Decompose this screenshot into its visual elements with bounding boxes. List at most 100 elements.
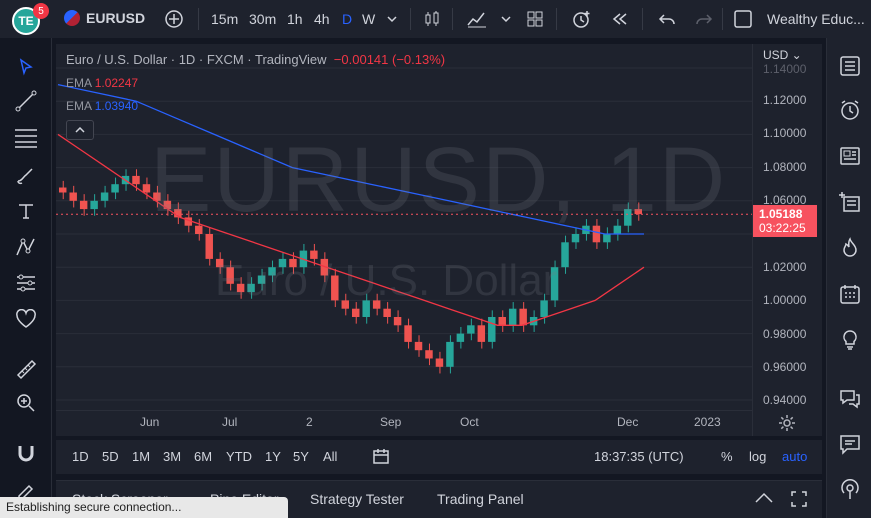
logo-text: TE [18,14,34,28]
alert-clock-icon[interactable] [570,0,592,38]
layout-select-checkbox-icon[interactable] [733,0,753,38]
chart-settings-gear-icon[interactable] [778,414,796,435]
time-tick: Oct [460,415,479,429]
range-3m[interactable]: 3M [163,449,182,464]
text-tool-icon[interactable] [13,198,39,224]
ideas-lightbulb-icon[interactable] [836,326,864,354]
legend-collapse-button[interactable] [66,120,94,140]
utc-clock[interactable]: 18:37:35 (UTC) [594,449,684,464]
watchlist-icon[interactable] [836,52,864,80]
chats-icon[interactable] [836,384,864,412]
candle [393,317,402,326]
candle [425,350,433,359]
time-tick: Jul [222,415,238,429]
range-1d[interactable]: 1D [72,449,89,464]
candle [195,225,203,234]
top-toolbar: TE 5 EURUSD 15m 30m 1h 4h D W [0,0,871,38]
redo-icon[interactable] [694,0,714,38]
range-6m[interactable]: 6M [194,449,213,464]
range-5y[interactable]: 5Y [293,449,309,464]
undo-icon[interactable] [657,0,677,38]
layout-name[interactable]: Wealthy Educ... [767,11,865,27]
symbol-search-button[interactable]: EURUSD [64,10,145,26]
time-tick: 2 [306,415,313,429]
ema-slow-legend[interactable]: EMA 1.03940 [66,99,138,113]
legend-title: Euro / U.S. Dollar · 1D · FXCM · Trading… [66,52,327,67]
candles-chart-type-icon[interactable] [422,0,442,38]
ruler-icon[interactable] [13,356,39,382]
interval-4h[interactable]: 4h [314,11,330,27]
price-tick: 1.10000 [763,126,807,140]
add-list-icon[interactable] [836,188,864,216]
candle [561,242,569,268]
candle [278,258,287,268]
interval-w[interactable]: W [362,11,376,27]
currency-flag-icon [64,10,80,26]
candle [571,234,580,243]
brush-icon[interactable] [13,162,39,188]
candle [508,308,517,326]
news-icon[interactable] [836,142,864,170]
candle [362,300,370,317]
interval-30m[interactable]: 30m [249,11,277,27]
maximize-panel-icon[interactable] [790,490,808,511]
forecast-tool-icon[interactable] [13,270,39,296]
tab-trading-panel[interactable]: Trading Panel [437,491,524,507]
price-tick: 0.94000 [763,393,807,407]
price-chart [56,67,752,401]
heart-icon[interactable] [13,306,39,332]
go-to-date-icon[interactable] [372,448,390,469]
price-scale[interactable]: USD ⌄ 1.14000 1.12000 1.10000 1.08000 1.… [752,44,822,436]
candle [215,258,224,268]
help-signal-icon[interactable] [836,476,864,504]
candle [320,258,329,276]
candle [404,325,412,342]
candle [498,317,506,326]
range-5d[interactable]: 5D [102,449,119,464]
range-all[interactable]: All [323,449,338,464]
fib-retracement-icon[interactable] [13,124,39,150]
candle [132,175,140,185]
indicators-chevron-icon[interactable] [500,0,512,38]
interval-d[interactable]: D [342,11,353,27]
auto-scale-toggle[interactable]: auto [782,449,808,464]
range-1m[interactable]: 1M [132,449,151,464]
messages-icon[interactable] [836,430,864,458]
panel-collapse-chevron-up-icon[interactable] [754,491,774,508]
candle [174,209,182,218]
candle [341,300,349,309]
range-ytd[interactable]: YTD [226,449,252,464]
chevron-up-icon [75,126,85,133]
hotlists-flame-icon[interactable] [836,234,864,262]
price-tick: 1.00000 [763,293,807,307]
log-scale-toggle[interactable]: log [749,449,767,464]
pattern-tool-icon[interactable] [13,234,39,260]
candle [613,225,622,234]
alarm-clock-icon[interactable] [836,96,864,124]
price-tick: 0.96000 [763,360,807,374]
time-axis[interactable]: Jun Jul 2 Sep Oct Dec 2023 [56,410,752,436]
candle [236,283,245,293]
ema-fast-legend[interactable]: EMA 1.02247 [66,76,138,90]
range-1y[interactable]: 1Y [265,449,281,464]
indicators-icon[interactable] [466,0,488,38]
trend-line-icon[interactable] [13,88,39,114]
candle [467,325,475,334]
interval-15m[interactable]: 15m [211,11,239,27]
chart-pane[interactable] [56,44,822,436]
replay-rewind-icon[interactable] [610,0,630,38]
compare-add-button[interactable] [164,0,184,38]
interval-1h[interactable]: 1h [287,11,303,27]
percent-scale-toggle[interactable]: % [721,449,733,464]
zoom-in-icon[interactable] [13,390,39,416]
calendar-icon[interactable] [836,280,864,308]
layout-grid-icon[interactable] [525,0,545,38]
candle [69,192,77,201]
magnet-icon[interactable] [13,440,39,466]
price-tick: 0.98000 [763,327,807,341]
interval-dropdown-chevron-icon[interactable] [386,0,398,38]
currency-selector[interactable]: USD ⌄ [763,48,802,62]
candle [310,250,318,259]
cursor-arrow-icon[interactable] [13,54,39,80]
tab-strategy-tester[interactable]: Strategy Tester [310,491,404,507]
